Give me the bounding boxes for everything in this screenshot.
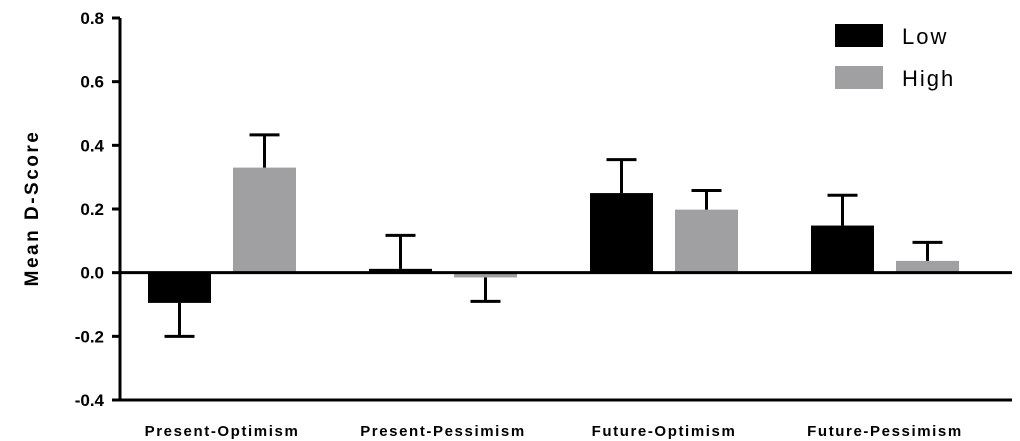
x-axis: Present-Optimism Present-Pessimism Future-…: [120, 271, 1012, 440]
y-tick-label: -0.4: [75, 391, 105, 410]
legend-label-low: Low: [902, 24, 948, 49]
bar-low: [811, 225, 874, 273]
y-tick-label: 0.4: [80, 136, 104, 155]
bar-low: [369, 268, 432, 273]
legend-label-high: High: [902, 66, 955, 91]
y-axis: -0.4 -0.2 0.0 0.2 0.4 0.6 0.8: [75, 9, 122, 410]
y-tick-label: 0.8: [80, 9, 104, 28]
bar-high: [233, 167, 296, 273]
bar-low: [148, 272, 211, 303]
legend: Low High: [835, 24, 955, 91]
bars: [148, 167, 959, 303]
y-tick-label: 0.0: [80, 264, 104, 283]
bar-low: [590, 193, 653, 273]
bar-high: [896, 260, 959, 273]
legend-swatch-low: [835, 24, 883, 47]
bar-high: [675, 209, 738, 273]
bar-high: [454, 272, 517, 278]
error-bars: [164, 133, 943, 338]
x-tick-label: Future-Optimism: [592, 423, 737, 440]
y-tick-label: 0.6: [80, 73, 104, 92]
y-tick-label: -0.2: [75, 327, 104, 346]
x-tick-label: Present-Optimism: [145, 423, 300, 440]
x-tick-label: Future-Pessimism: [807, 423, 963, 440]
y-tick-label: 0.2: [80, 200, 104, 219]
x-tick-label: Present-Pessimism: [360, 423, 526, 440]
legend-swatch-high: [835, 66, 883, 89]
y-axis-label: Mean D-Score: [22, 130, 43, 287]
